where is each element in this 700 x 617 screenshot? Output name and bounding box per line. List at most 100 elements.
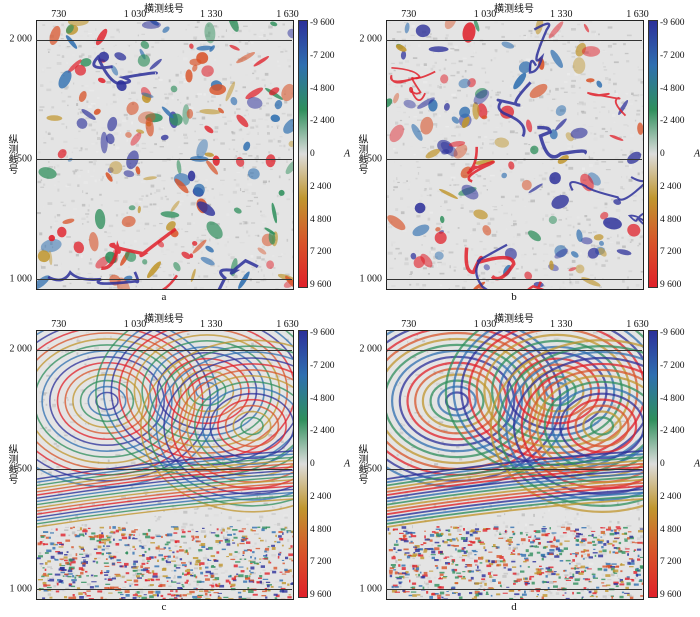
colorbar-tick-label: 4 800 [660,524,682,535]
y-tick-label: 1 000 [359,583,383,595]
x-tick-label: 730 [51,9,67,20]
x-axis-label: 横测线号 [144,4,184,15]
colorbar-tick-label: -9 600 [310,18,335,28]
seismic-attribute-map [36,20,294,290]
y-axis-label: 纵测线号 [6,134,17,174]
x-tick-label: 1 030 [473,9,497,20]
colorbar-tick-label: 0 [310,459,315,469]
y-tick-label: 1 500 [359,463,383,475]
colorbar-tick-label: 7 200 [660,557,682,568]
x-tick-label: 1 630 [276,9,299,20]
colorbar-tick-label: -2 400 [660,426,685,437]
y-tick-label: 1 500 [9,463,33,475]
seismic-attribute-map [386,20,644,290]
colorbar-tick-label: 7 200 [310,247,332,258]
y-axis-label: 纵测线号 [356,444,367,484]
colorbar-tick-label: -7 200 [310,50,335,61]
y-tick-label: 2 000 [9,343,33,355]
colorbar-label: A [694,148,700,160]
colorbar-tick-label: 9 600 [660,590,682,600]
colorbar [648,20,658,288]
reference-line [36,40,292,42]
x-tick-label: 1 030 [473,319,497,330]
y-tick-label: 1 000 [9,583,33,595]
seismic-attribute-map [386,330,644,600]
panel-label: a [161,291,167,303]
colorbar-tick-label: -4 800 [660,83,685,94]
colorbar-tick-label: 2 400 [660,491,682,502]
colorbar-tick-label: -9 600 [660,18,685,28]
colorbar-tick-label: -2 400 [310,116,335,127]
colorbar-tick-label: 4 800 [310,524,332,535]
x-tick-label: 730 [401,319,417,330]
x-tick-label: 1 030 [123,9,147,20]
x-tick-label: 1 630 [626,319,649,330]
x-tick-label: 1 330 [550,9,573,20]
colorbar-label: A [344,458,351,470]
panel-c: 横测线号 730 1 030 1 330 1 630 纵测线号 2 000 1 500 1 00… [0,310,350,617]
y-axis-label: 纵测线号 [6,444,17,484]
x-axis-label: 横测线号 [144,314,184,325]
colorbar-tick-label: -7 200 [660,360,685,371]
colorbar-tick-label: -9 600 [310,328,335,338]
panel-d: 横测线号 730 1 030 1 330 1 630 纵测线号 2 000 1 500 1 00… [350,310,700,617]
x-axis-label: 横测线号 [494,4,534,15]
x-tick-label: 730 [51,319,67,330]
reference-line [386,469,642,471]
x-tick-label: 1 330 [200,319,223,330]
reference-line [386,40,642,42]
colorbar-tick-label: -7 200 [310,360,335,371]
colorbar-tick-label: -4 800 [310,393,335,404]
colorbar-label: A [344,148,351,160]
panel-label: b [511,291,517,303]
y-tick-label: 2 000 [359,343,383,355]
y-tick-label: 2 000 [359,33,383,45]
y-tick-label: 2 000 [9,33,33,45]
colorbar-tick-label: -9 600 [660,328,685,338]
colorbar-tick-label: 0 [660,459,665,469]
colorbar-tick-label: 9 600 [310,590,332,600]
colorbar [298,330,308,598]
reference-line [386,278,642,280]
y-tick-label: 1 000 [359,273,383,285]
colorbar-tick-label: 7 200 [660,247,682,258]
reference-line [36,278,292,280]
panel-label: d [511,601,517,613]
colorbar-tick-label: -2 400 [310,426,335,437]
colorbar [298,20,308,288]
y-axis-label: 纵测线号 [356,134,367,174]
x-tick-label: 1 330 [550,319,573,330]
colorbar-tick-label: 2 400 [310,491,332,502]
y-tick-label: 1 500 [359,153,383,165]
x-tick-label: 730 [401,9,417,20]
y-tick-label: 1 500 [9,153,33,165]
colorbar-tick-label: 9 600 [310,280,332,290]
panel-a: 横测线号 730 1 030 1 330 1 630 纵测线号 2 000 1 500 1 00… [0,0,350,307]
reference-line [36,350,292,352]
x-tick-label: 1 630 [626,9,649,20]
colorbar-tick-label: 4 800 [660,214,682,225]
panel-b: 横测线号 730 1 030 1 330 1 630 纵测线号 2 000 1 500 1 00… [350,0,700,307]
x-axis-label: 横测线号 [494,314,534,325]
colorbar-tick-label: 2 400 [660,181,682,192]
colorbar-tick-label: 9 600 [660,280,682,290]
reference-line [36,588,292,590]
colorbar-tick-label: 0 [310,149,315,159]
colorbar-label: A [694,458,700,470]
reference-line [386,159,642,161]
colorbar-tick-label: 7 200 [310,557,332,568]
colorbar [648,330,658,598]
x-tick-label: 1 030 [123,319,147,330]
reference-line [386,588,642,590]
panel-label: c [161,601,167,613]
colorbar-tick-label: -7 200 [660,50,685,61]
colorbar-tick-label: 2 400 [310,181,332,192]
colorbar-tick-label: -2 400 [660,116,685,127]
x-tick-label: 1 330 [200,9,223,20]
x-tick-label: 1 630 [276,319,299,330]
y-tick-label: 1 000 [9,273,33,285]
seismic-attribute-map [36,330,294,600]
colorbar-tick-label: -4 800 [310,83,335,94]
reference-line [386,350,642,352]
reference-line [36,159,292,161]
